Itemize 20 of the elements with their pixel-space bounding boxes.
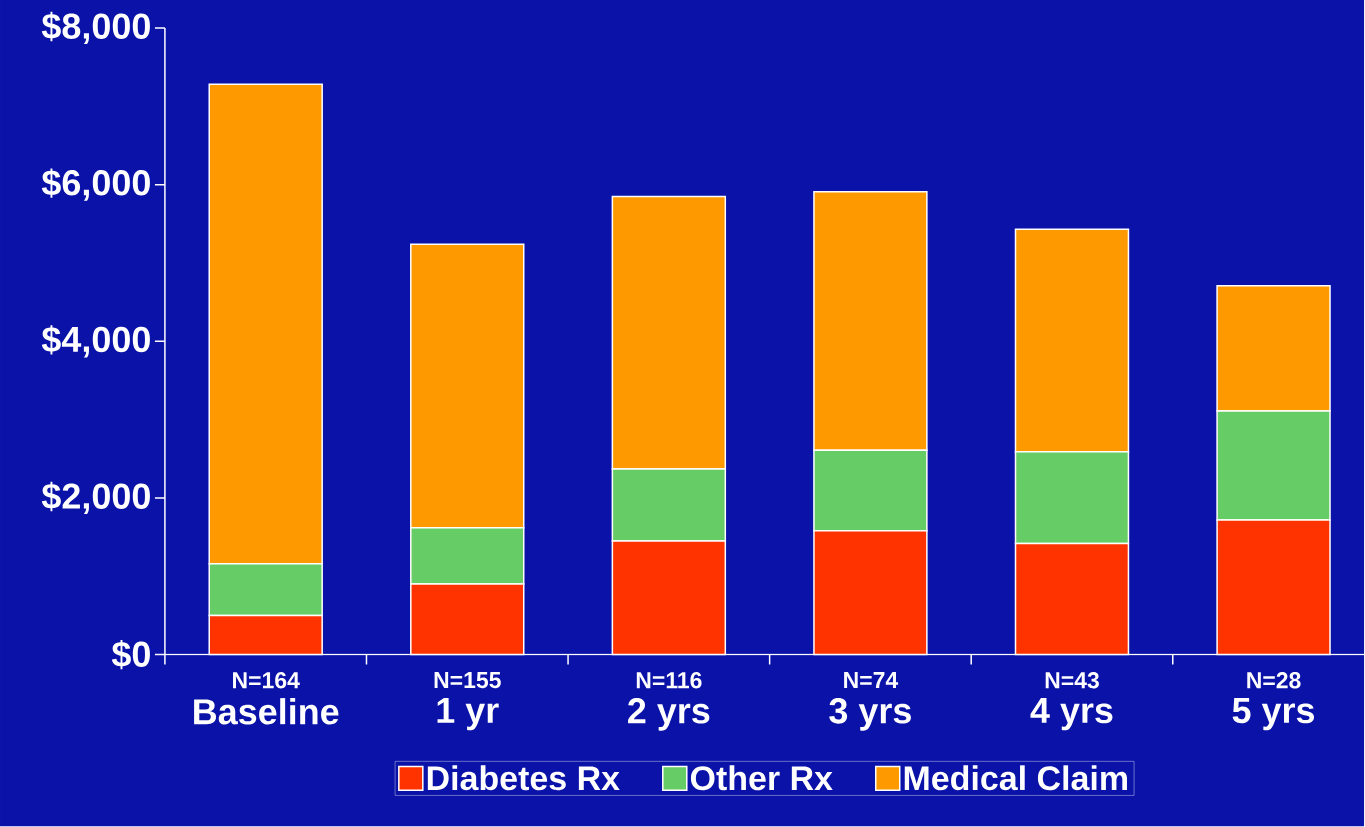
text: N=28 bbox=[1247, 672, 1301, 689]
x-tick-label: 3 yrs bbox=[829, 698, 911, 731]
x-tick-label: 2 yrs bbox=[628, 698, 710, 731]
y-tick-label: $8,000 bbox=[41, 12, 150, 45]
text: N=164 bbox=[233, 672, 300, 689]
x-tick-label: 4 yrs bbox=[1030, 698, 1113, 731]
y-tick-label: $6,000 bbox=[41, 168, 150, 202]
text: N=74 bbox=[844, 672, 899, 689]
text: N=155 bbox=[434, 672, 501, 689]
legend-label: Other Rx bbox=[690, 765, 833, 791]
x-tick-label: Baseline bbox=[194, 698, 339, 725]
legend-label: Medical Claim bbox=[904, 765, 1127, 791]
y-tick-label: $2,000 bbox=[41, 482, 150, 515]
text: N=116 bbox=[636, 672, 702, 689]
y-tick-label: $4,000 bbox=[41, 325, 150, 358]
x-tick-label: 5 yrs bbox=[1232, 698, 1315, 731]
legend-label: Diabetes Rx bbox=[427, 765, 620, 791]
text: N=43 bbox=[1045, 672, 1099, 689]
y-tick-label: $0 bbox=[111, 640, 150, 670]
x-tick-label: 1 yr bbox=[437, 698, 499, 731]
